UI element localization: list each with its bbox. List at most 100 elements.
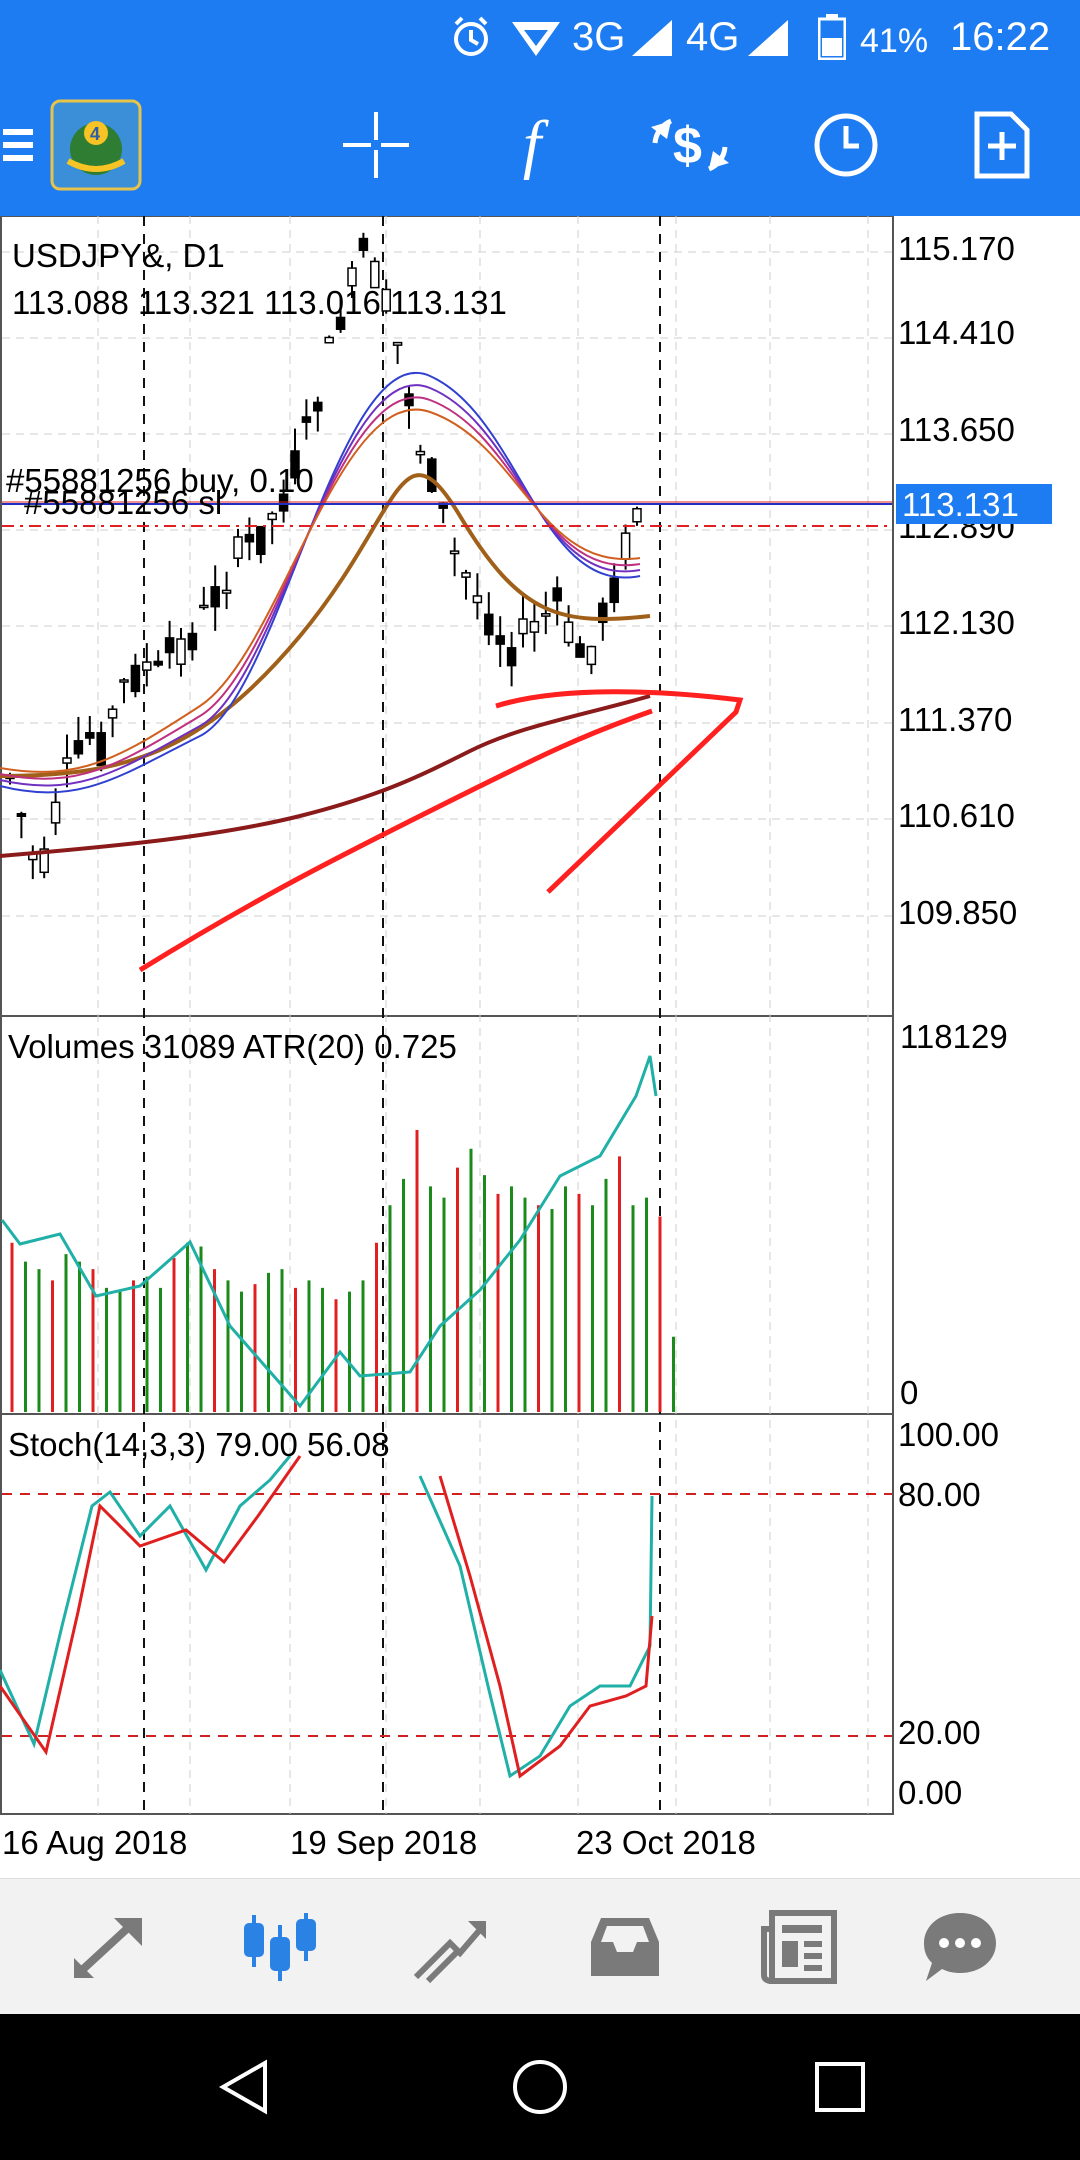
symbol-title: USDJPY&, D1 [12,237,225,274]
chat-icon [924,1913,996,1981]
bottom-navigation [0,1878,1080,2015]
candle [119,679,129,683]
candle [495,635,505,645]
clock-time: 16:22 [950,15,1051,59]
nav-trade[interactable] [360,1879,540,2015]
candle [107,708,118,719]
ma-line [0,694,651,858]
indicators-button[interactable]: f [482,74,582,216]
candle [187,632,198,651]
inbox-icon [591,1918,659,1976]
recents-icon [815,2062,865,2112]
sl-line-label[interactable]: #55881256 sl [24,484,222,521]
symbols-icon: $ [651,117,729,175]
candle [221,589,232,594]
order-line-label[interactable]: #55881256 buy, 0.10 [6,462,314,499]
candle [370,260,380,289]
home-icon [513,2060,567,2114]
crosshair-button[interactable] [326,74,426,216]
candle [381,288,391,312]
price-tick: 111.370 [898,701,1012,738]
app-logo-icon: 4 [50,99,142,191]
stoch-indicator-label: Stoch(14,3,3) 79.00 56.08 [8,1426,390,1463]
candle [301,416,312,423]
candle [96,732,106,767]
back-icon [218,2059,267,2115]
stoch-tick: 100.00 [898,1416,999,1453]
stoch-main-line [0,1455,654,1779]
candle [563,621,574,644]
candle [461,572,471,578]
candle [506,647,517,667]
stoch-tick: 0.00 [898,1774,962,1811]
candle [244,533,255,543]
signal-icon [746,18,790,68]
candle [620,532,631,560]
candle [472,595,483,604]
menu-button[interactable] [0,74,40,216]
volume-indicator-label: Volumes 31089 ATR(20) 0.725 [8,1028,457,1065]
date-label: 23 Oct 2018 [576,1824,756,1861]
new-order-icon [974,111,1030,179]
candle [210,586,220,608]
trendline-drawing [495,689,744,894]
nav-chat[interactable] [870,1879,1050,2015]
date-label: 16 Aug 2018 [2,1824,187,1861]
price-tick: 112.130 [898,604,1015,641]
network-3g-label: 3G [572,15,626,59]
candle [484,613,494,636]
chart-toolbar: 4 f $ [0,74,1080,216]
candle [347,267,357,287]
price-tick: 114.410 [898,314,1015,351]
svg-text:$: $ [673,117,702,175]
signal-icon [630,18,674,68]
chart-window[interactable]: USDJPY&, D1 113.088 113.321 113.016 113.… [0,216,1080,1878]
ma-ribbon [0,372,641,794]
nav-history[interactable] [535,1879,715,2015]
ohlc-values: 113.088 113.321 113.016 113.131 [12,284,507,321]
status-bar: 3G 4G 41% 16:22 [0,0,1080,74]
news-icon [761,1910,837,1984]
candle [267,512,277,521]
battery-percent: 41% [860,22,929,60]
candle [552,587,562,602]
candle [278,493,289,512]
app-logo[interactable]: 4 [48,74,144,216]
chart-candles-icon [244,1913,316,1981]
candle [233,536,243,559]
candle [541,613,551,617]
home-button[interactable] [440,2014,640,2160]
candle [392,341,403,346]
trendline-drawing [138,708,653,973]
crosshair-icon [343,112,409,178]
battery-icon [817,14,847,70]
candle [39,848,49,874]
recents-button[interactable] [740,2014,940,2160]
candle [256,525,266,556]
stoch-tick: 20.00 [898,1714,981,1751]
candle [199,604,209,609]
nav-news[interactable] [710,1879,890,2015]
stoch-signal-line [0,1455,654,1779]
candle [153,660,163,666]
nav-chart[interactable] [190,1879,370,2015]
candle [16,812,27,818]
candle [518,618,528,635]
nav-quotes[interactable] [20,1879,200,2015]
back-button[interactable] [145,2014,345,2160]
svg-text:4: 4 [90,124,100,144]
candle [598,602,608,624]
indicators-icon: f [522,108,542,181]
chart-canvas[interactable]: USDJPY&, D1 113.088 113.321 113.016 113.… [0,216,1080,1878]
volume-axis-min: 0 [900,1374,918,1411]
new-order-button[interactable] [952,74,1052,216]
symbols-button[interactable]: $ [640,74,740,216]
price-axis: 115.170 114.410 113.650 112.890 112.130 … [896,230,1052,931]
timeframe-button[interactable] [796,74,896,216]
price-tick: 110.610 [898,797,1015,834]
history-icon [413,1921,487,1984]
candle [415,450,426,456]
trade-arrows-icon [74,1918,142,1978]
stoch-tick: 80.00 [898,1476,981,1513]
network-4g-label: 4G [686,15,740,59]
